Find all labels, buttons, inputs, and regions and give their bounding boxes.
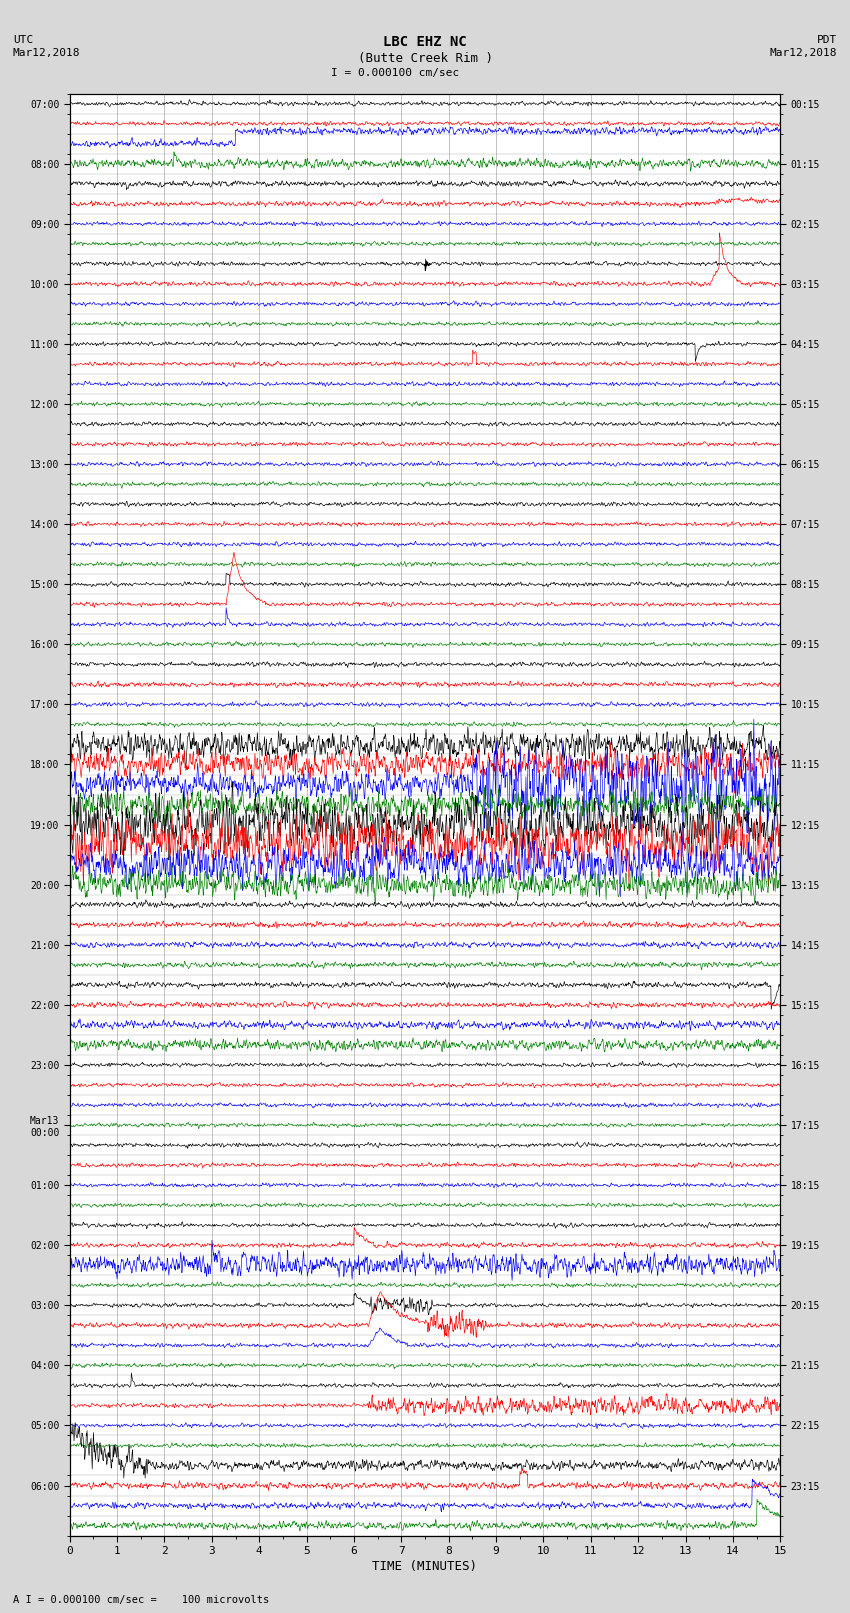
Text: I = 0.000100 cm/sec: I = 0.000100 cm/sec — [332, 68, 459, 77]
Text: (Butte Creek Rim ): (Butte Creek Rim ) — [358, 52, 492, 65]
Text: A I = 0.000100 cm/sec =    100 microvolts: A I = 0.000100 cm/sec = 100 microvolts — [13, 1595, 269, 1605]
Text: PDT: PDT — [817, 35, 837, 45]
Text: LBC EHZ NC: LBC EHZ NC — [383, 35, 467, 50]
Text: Mar12,2018: Mar12,2018 — [13, 48, 80, 58]
Text: Mar12,2018: Mar12,2018 — [770, 48, 837, 58]
Text: UTC: UTC — [13, 35, 33, 45]
X-axis label: TIME (MINUTES): TIME (MINUTES) — [372, 1560, 478, 1573]
